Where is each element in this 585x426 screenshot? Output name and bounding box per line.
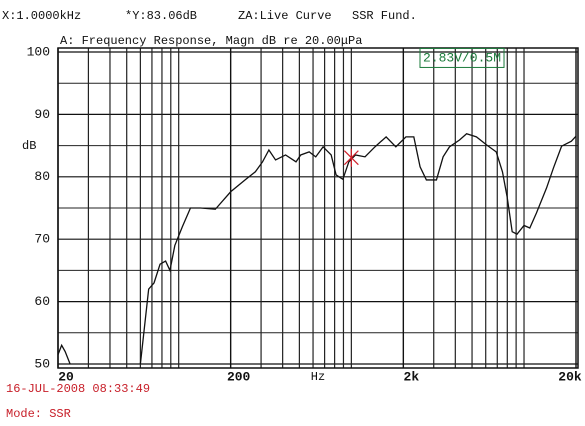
plot-frame	[57, 47, 579, 369]
y-tick-label: 70	[34, 232, 50, 247]
chart-title: A: Frequency Response, Magn dB re 20.00μ…	[60, 34, 362, 48]
cursor-marker	[343, 148, 359, 167]
mode: Mode: SSR	[6, 407, 71, 421]
header-y: *Y:83.06dB	[125, 9, 197, 23]
y-tick-label: 50	[34, 356, 50, 371]
x-tick-label: 20	[58, 369, 74, 384]
x-axis-label: Hz	[311, 370, 325, 384]
x-tick-label: 200	[227, 369, 251, 384]
x-tick-label: 2k	[404, 369, 420, 384]
x-tick-label: 20k	[558, 369, 582, 384]
header-x: X:1.0000kHz	[2, 9, 81, 23]
y-tick-label: 60	[34, 294, 50, 309]
badge-box	[419, 47, 505, 68]
badge: 2.83V/0.5M	[423, 50, 501, 65]
y-tick-label: 80	[34, 169, 50, 184]
response-curve	[57, 133, 577, 365]
y-tick-label: 90	[34, 107, 50, 122]
header-fund: SSR Fund.	[352, 9, 417, 23]
y-tick-label: 100	[27, 44, 50, 59]
timestamp: 16-JUL-2008 08:33:49	[6, 382, 150, 396]
header-curve: ZA:Live Curve	[238, 9, 332, 23]
y-axis-label: dB	[22, 139, 36, 153]
